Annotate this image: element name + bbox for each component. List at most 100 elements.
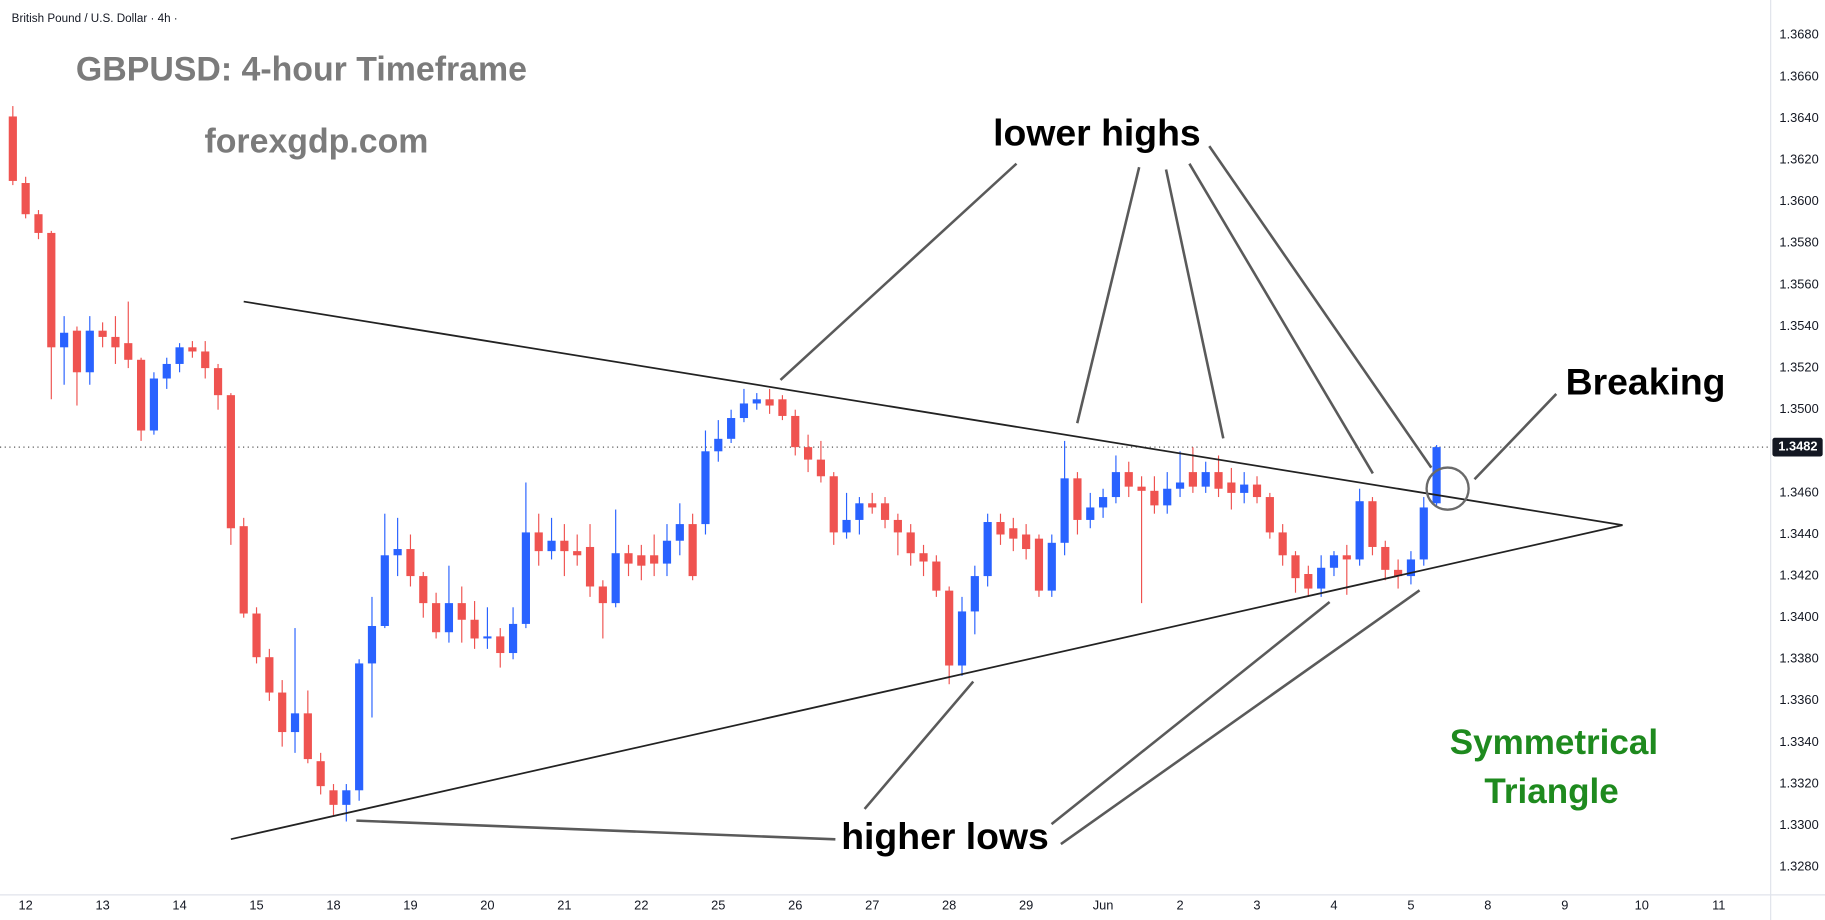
- candle-body: [175, 347, 184, 364]
- candle-body: [1124, 472, 1133, 487]
- chart-title: GBPUSD: 4-hour Timeframe: [76, 50, 527, 88]
- x-tick-label: Jun: [1093, 897, 1114, 912]
- callout-line: [1060, 589, 1421, 846]
- x-tick-label: 3: [1253, 897, 1260, 912]
- candle-body: [624, 553, 633, 564]
- candle-body: [1047, 542, 1056, 591]
- candle-body: [893, 519, 902, 533]
- candle-body: [1022, 534, 1031, 550]
- candle-body: [675, 524, 684, 541]
- candle-body: [1432, 447, 1441, 504]
- candle-body: [201, 351, 210, 369]
- x-tick-label: 5: [1407, 897, 1414, 912]
- candle-body: [1009, 528, 1018, 539]
- x-tick-label: 18: [326, 897, 340, 912]
- candle-body: [1240, 484, 1249, 493]
- candle-body: [778, 399, 787, 416]
- candle-body: [496, 636, 505, 654]
- candle-body: [124, 343, 133, 360]
- candle-body: [470, 619, 479, 639]
- candle-body: [47, 232, 56, 348]
- candle-body: [111, 336, 120, 348]
- candle-body: [393, 549, 402, 556]
- y-tick-label: 1.3420: [1779, 567, 1818, 582]
- chart-subtitle: forexgdp.com: [204, 123, 428, 161]
- candle-body: [1227, 482, 1236, 493]
- y-tick-label: 1.3500: [1779, 401, 1818, 416]
- candle-body: [662, 540, 672, 564]
- x-tick-label: 22: [634, 897, 648, 912]
- candle-body: [21, 183, 30, 215]
- y-tick-label: 1.3280: [1779, 859, 1818, 874]
- candle-body: [957, 611, 967, 666]
- candle-body: [1099, 497, 1108, 508]
- candle-body: [137, 359, 146, 431]
- y-tick-label: 1.3560: [1779, 276, 1818, 291]
- x-tick-label: 10: [1635, 897, 1649, 912]
- candle-body: [252, 613, 261, 658]
- candle-body: [855, 503, 864, 520]
- annotation: Symmetrical: [1450, 723, 1658, 762]
- x-tick-label: 28: [942, 897, 956, 912]
- candle-body: [547, 540, 556, 552]
- candle-body: [996, 522, 1005, 535]
- candle-body: [880, 503, 890, 520]
- candle-body: [983, 522, 992, 577]
- candle-body: [1317, 567, 1326, 589]
- annotation: higher lows: [841, 815, 1049, 857]
- callout-line: [356, 819, 836, 841]
- candle-body: [739, 403, 749, 419]
- y-tick-label: 1.3600: [1779, 193, 1818, 208]
- candle-body: [1073, 478, 1082, 520]
- candle-body: [560, 540, 569, 552]
- candle-body: [1394, 569, 1403, 577]
- candle-body: [1214, 472, 1223, 489]
- candle-body: [188, 347, 197, 352]
- candle-body: [906, 532, 915, 554]
- plot-area: [0, 106, 1771, 841]
- y-tick-label: 1.3300: [1779, 817, 1818, 832]
- candle-body: [432, 603, 441, 633]
- y-tick-label: 1.3380: [1779, 651, 1818, 666]
- candle-body: [457, 603, 466, 620]
- candle-body: [1381, 546, 1390, 570]
- candle-body: [1188, 472, 1197, 487]
- candle-body: [598, 586, 607, 604]
- symbol-label: British Pound / U.S. Dollar · 4h ·: [12, 12, 178, 25]
- candle-body: [534, 532, 543, 552]
- candle-body: [945, 590, 954, 666]
- candle-body: [1086, 507, 1095, 520]
- candle-body: [60, 332, 69, 348]
- y-tick-label: 1.3320: [1779, 775, 1818, 790]
- candle-body: [85, 330, 94, 373]
- callouts: [356, 145, 1558, 846]
- candle-body: [444, 603, 454, 633]
- y-tick-label: 1.3680: [1779, 27, 1818, 42]
- x-tick-label: 2: [1176, 897, 1183, 912]
- y-tick-label: 1.3620: [1779, 152, 1818, 167]
- candle-body: [290, 713, 300, 733]
- candle-body: [355, 663, 364, 791]
- candle-body: [521, 532, 530, 624]
- candle-body: [752, 399, 761, 404]
- candle-body: [1137, 486, 1146, 491]
- annotation: Triangle: [1484, 772, 1618, 811]
- candle-body: [650, 555, 659, 564]
- callout-line: [1164, 169, 1225, 439]
- annotation: lower highs: [993, 111, 1201, 153]
- last-price-box: [1772, 437, 1823, 457]
- candle-body: [1163, 488, 1172, 506]
- candle-body: [316, 761, 325, 787]
- candle-body: [1265, 497, 1274, 533]
- candle-body: [1252, 484, 1262, 498]
- candle-body: [342, 790, 351, 805]
- candle-body: [1150, 490, 1159, 506]
- y-tick-label: 1.3360: [1779, 692, 1818, 707]
- x-tick-label: 21: [557, 897, 571, 912]
- candle-body: [816, 459, 825, 477]
- annotation: Breaking: [1566, 360, 1726, 402]
- candle-body: [1034, 538, 1044, 591]
